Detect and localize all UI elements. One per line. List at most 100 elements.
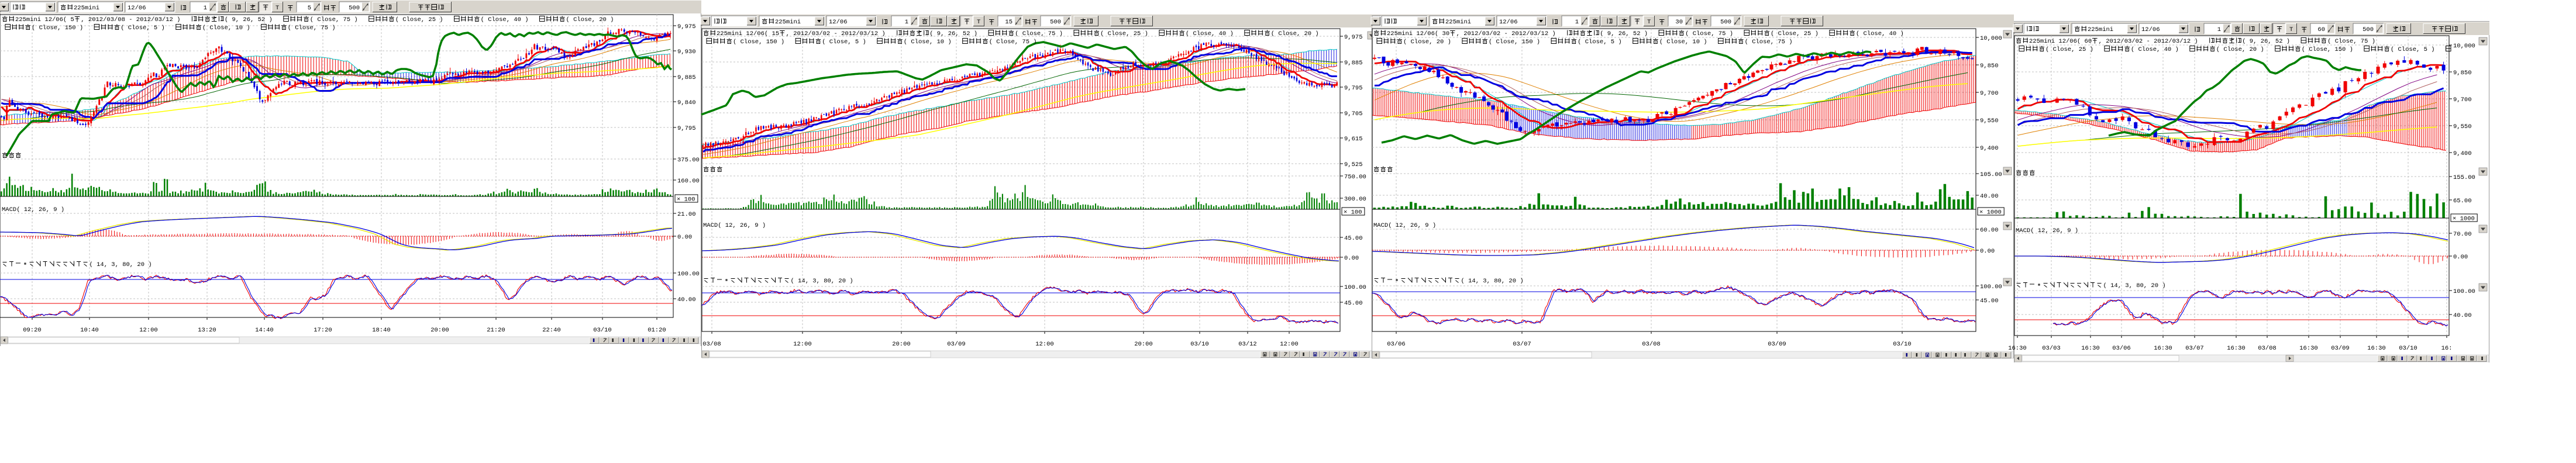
svg-text:225mini: 225mini <box>775 19 801 26</box>
svg-text:1: 1 <box>204 5 207 12</box>
svg-text:9,975: 9,975 <box>1344 34 1363 41</box>
svg-text:03/03: 03/03 <box>2042 345 2061 352</box>
svg-text:9,700: 9,700 <box>1980 90 1999 97</box>
svg-text:( Close, 5 ): ( Close, 5 ) <box>120 25 165 32</box>
svg-text:9,840: 9,840 <box>677 99 696 106</box>
svg-text:9,975: 9,975 <box>677 23 696 30</box>
svg-text:500: 500 <box>2363 26 2374 33</box>
svg-text:9,400: 9,400 <box>1980 145 1999 152</box>
svg-text:14:40: 14:40 <box>255 327 274 334</box>
svg-text:( Close, 75 ): ( Close, 75 ) <box>1745 39 1793 46</box>
svg-text:1: 1 <box>905 19 908 26</box>
svg-text:45.00: 45.00 <box>1344 235 1363 242</box>
svg-text:( Close, 75 ): ( Close, 75 ) <box>989 39 1037 46</box>
svg-text:× 100: × 100 <box>677 196 695 203</box>
svg-text:03/09: 03/09 <box>2331 345 2350 352</box>
svg-text:03/10: 03/10 <box>593 327 612 334</box>
svg-text:12:00: 12:00 <box>793 341 812 348</box>
svg-text:( 9, 26, 52 ): ( 9, 26, 52 ) <box>225 16 273 23</box>
svg-text:T: T <box>2289 26 2293 33</box>
svg-text:( 14, 3, 80, 20 ): ( 14, 3, 80, 20 ) <box>2103 282 2166 289</box>
svg-text:03/10: 03/10 <box>2399 345 2417 352</box>
svg-text:( Close, 75 ): ( Close, 75 ) <box>1015 30 1063 37</box>
svg-text:500: 500 <box>349 5 360 12</box>
svg-text:0.00: 0.00 <box>1344 255 1359 262</box>
svg-text:( Close, 25 ): ( Close, 25 ) <box>1100 30 1148 37</box>
svg-text:9,850: 9,850 <box>2453 70 2472 77</box>
svg-text:9,550: 9,550 <box>1980 118 1999 125</box>
svg-text:0.00: 0.00 <box>1980 248 1995 255</box>
svg-text:16:30: 16:30 <box>2367 345 2386 352</box>
svg-text:0.00: 0.00 <box>677 234 692 241</box>
svg-text:100.00: 100.00 <box>2453 288 2475 295</box>
svg-text:60: 60 <box>2317 26 2325 33</box>
svg-text:10:40: 10:40 <box>80 327 99 334</box>
svg-text:100.00: 100.00 <box>1980 284 2002 291</box>
svg-text:( 9, 26, 52 ): ( 9, 26, 52 ) <box>2242 38 2290 45</box>
svg-text:500: 500 <box>1050 19 1061 26</box>
svg-text:12/06: 12/06 <box>1499 19 1518 26</box>
svg-text:5: 5 <box>308 5 311 12</box>
svg-text:0.00: 0.00 <box>2453 254 2468 261</box>
svg-text:× 1000: × 1000 <box>1979 209 2002 216</box>
svg-text:MACD( 12, 26, 9 ): MACD( 12, 26, 9 ) <box>2016 227 2078 234</box>
svg-text:20:00: 20:00 <box>892 341 911 348</box>
svg-text:( Close, 40 ): ( Close, 40 ) <box>1186 30 1234 37</box>
svg-text:9,850: 9,850 <box>1980 63 1999 70</box>
svg-text:225mini 12/06( 60: 225mini 12/06( 60 <box>2029 38 2092 45</box>
svg-text:12:00: 12:00 <box>139 327 158 334</box>
svg-text:( Close, 75 ): ( Close, 75 ) <box>288 25 336 32</box>
svg-text:100.00: 100.00 <box>677 271 700 278</box>
svg-text:16:30: 16:30 <box>2081 345 2100 352</box>
svg-text:( Close, 25 ): ( Close, 25 ) <box>2045 46 2093 53</box>
svg-text:× 100: × 100 <box>1344 209 1362 216</box>
svg-text:( Close, 25 ): ( Close, 25 ) <box>395 16 443 23</box>
svg-text:16:30: 16:30 <box>2154 345 2172 352</box>
svg-text:, 2012/03/02 - 2012/03/12 ): , 2012/03/02 - 2012/03/12 ) <box>2099 38 2198 45</box>
svg-text:03/07: 03/07 <box>1513 341 1531 348</box>
svg-text:16:30: 16:30 <box>2008 345 2027 352</box>
svg-text:9,930: 9,930 <box>677 49 696 56</box>
svg-text:225mini 12/06( 30: 225mini 12/06( 30 <box>1387 30 1449 37</box>
svg-text:( Close, 40 ): ( Close, 40 ) <box>1856 30 1904 37</box>
svg-text:( Close, 75 ): ( Close, 75 ) <box>310 16 358 23</box>
svg-text:9,705: 9,705 <box>1344 110 1363 118</box>
svg-text:03/10: 03/10 <box>1893 341 1912 348</box>
svg-text:03/08: 03/08 <box>1642 341 1661 348</box>
svg-text:16:30: 16:30 <box>2299 345 2318 352</box>
svg-text:12/06: 12/06 <box>829 19 848 26</box>
svg-text:( Close, 150 ): ( Close, 150 ) <box>2302 46 2353 53</box>
svg-text:T: T <box>1647 19 1651 26</box>
svg-text:9,885: 9,885 <box>1344 60 1363 67</box>
svg-text:9,550: 9,550 <box>2453 123 2472 130</box>
svg-text:9,795: 9,795 <box>1344 85 1363 92</box>
svg-text:03/09: 03/09 <box>1768 341 1786 348</box>
svg-text:9,615: 9,615 <box>1344 136 1363 143</box>
svg-text:( Close, 150 ): ( Close, 150 ) <box>32 25 83 32</box>
svg-text:12/06: 12/06 <box>2141 26 2160 33</box>
svg-text:( Close, 5 ): ( Close, 5 ) <box>1578 39 1622 46</box>
svg-text:( Close, 5 ): ( Close, 5 ) <box>822 39 866 46</box>
svg-text:( Close, 10 ): ( Close, 10 ) <box>904 39 952 46</box>
svg-text:( Close, 20 ): ( Close, 20 ) <box>1271 30 1319 37</box>
svg-text:( Close, 150 ): ( Close, 150 ) <box>1489 39 1540 46</box>
svg-text:12:00: 12:00 <box>1035 341 1054 348</box>
svg-text:( Close, 25 ): ( Close, 25 ) <box>1771 30 1819 37</box>
svg-text:( 14, 3, 80, 20 ): ( 14, 3, 80, 20 ) <box>791 278 853 285</box>
svg-text:( Close, 10 ): ( Close, 10 ) <box>1659 39 1707 46</box>
svg-text:( 9, 26, 52 ): ( 9, 26, 52 ) <box>1600 30 1648 37</box>
svg-text:( Close, 10 ): ( Close, 10 ) <box>202 25 250 32</box>
svg-text:45.00: 45.00 <box>1980 298 1999 305</box>
svg-text:MACD( 12, 26, 9 ): MACD( 12, 26, 9 ) <box>703 222 766 229</box>
svg-text:225mini 12/06( 5: 225mini 12/06( 5 <box>15 16 74 23</box>
svg-text:10,000: 10,000 <box>1980 35 2002 42</box>
svg-text:1: 1 <box>2217 26 2221 33</box>
svg-text:40.00: 40.00 <box>1980 193 1999 200</box>
svg-text:40.00: 40.00 <box>2453 312 2472 319</box>
svg-text:16:30: 16:30 <box>2227 345 2246 352</box>
svg-text:, 2012/03/02 - 2012/03/12 ): , 2012/03/02 - 2012/03/12 ) <box>786 30 886 37</box>
svg-text:100.00: 100.00 <box>1344 284 1366 291</box>
svg-text:MACD( 12, 26, 9 ): MACD( 12, 26, 9 ) <box>2 206 64 213</box>
svg-text:160.00: 160.00 <box>677 178 700 185</box>
svg-text:225mini: 225mini <box>1445 19 1471 26</box>
